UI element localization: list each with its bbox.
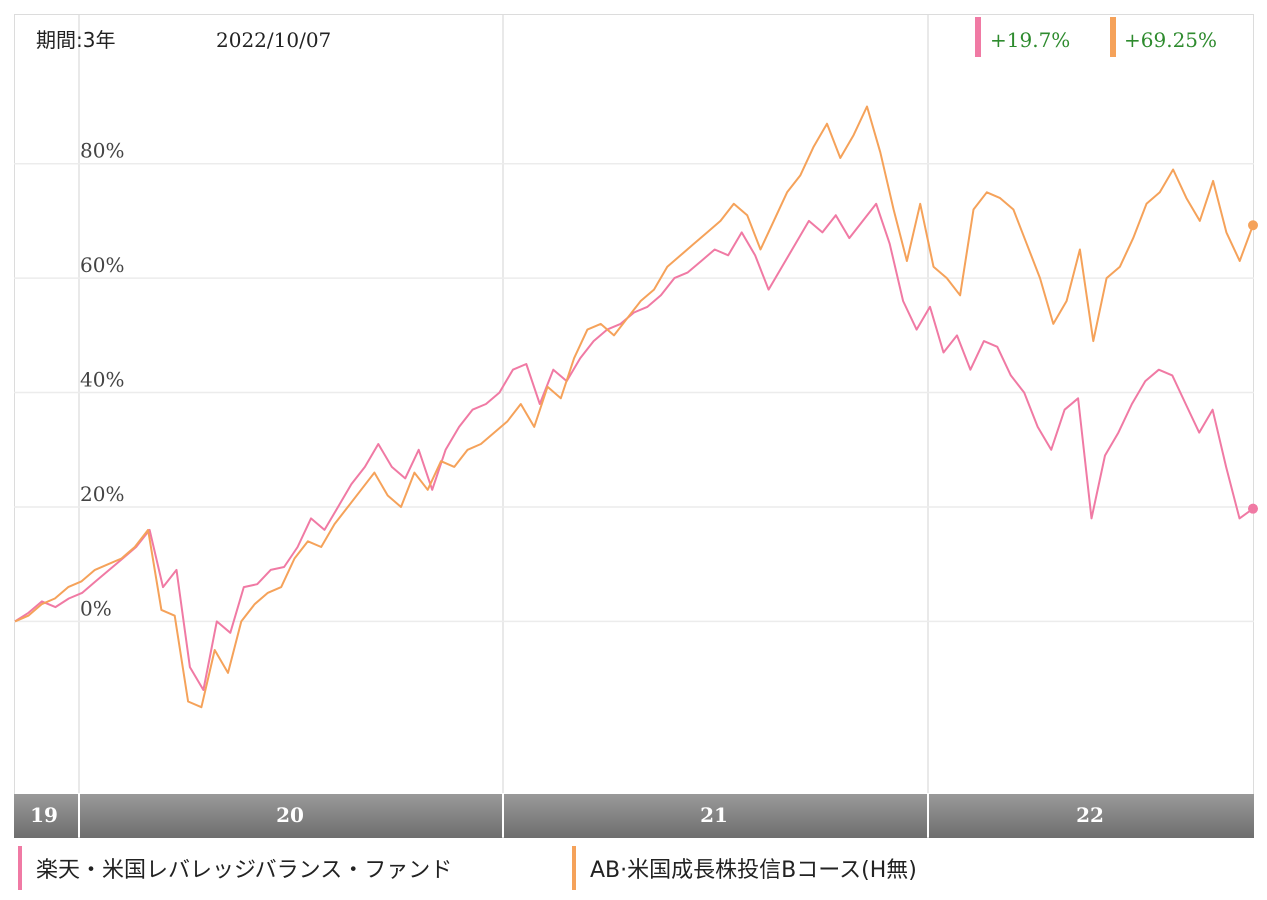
time-axis-segment (80, 794, 502, 838)
y-tick-label: 0% (80, 596, 112, 620)
date-label: 2022/10/07 (216, 28, 331, 52)
series-1-end-point (1248, 503, 1258, 514)
legend-item-series-1: 楽天・米国レバレッジバランス・ファンド (18, 846, 452, 890)
y-tick-label: 20% (80, 482, 124, 506)
horizontal-gridlines (14, 162, 1254, 623)
vertical-gridlines (78, 15, 929, 793)
legend-label: AB·米国成長株投信Bコース(H無) (590, 858, 917, 883)
x-tick-label: 19 (30, 803, 58, 827)
series-2-end-point (1248, 220, 1258, 231)
series-1-change-marker (975, 17, 981, 57)
x-tick-label: 22 (1076, 803, 1104, 827)
series-2-change-marker (1110, 17, 1116, 57)
time-axis-segment (504, 794, 927, 838)
series-lines (14, 105, 1258, 709)
x-tick-label: 20 (276, 803, 304, 827)
series-1-line (14, 202, 1254, 691)
legend-swatch-orange (572, 846, 576, 890)
y-tick-label: 60% (80, 253, 124, 277)
legend-label: 楽天・米国レバレッジバランス・ファンド (36, 858, 453, 883)
period-label: 期間:3年 (36, 28, 115, 52)
series-1-change-value: +19.7% (990, 28, 1070, 52)
y-axis-labels: 80% 60% 40% 20% 0% (80, 139, 124, 621)
time-axis-bar: 19 20 21 22 (14, 794, 1254, 838)
time-axis-segment (14, 794, 78, 838)
time-axis-segment (929, 794, 1254, 838)
y-tick-label: 40% (80, 368, 124, 392)
legend-item-series-2: AB·米国成長株投信Bコース(H無) (572, 846, 917, 890)
y-tick-label: 80% (80, 139, 124, 163)
legend-swatch-pink (18, 846, 22, 890)
x-tick-label: 21 (700, 803, 728, 827)
chart-frame (14, 14, 1254, 838)
series-2-change-value: +69.25% (1124, 28, 1217, 52)
series-2-line (14, 105, 1254, 709)
